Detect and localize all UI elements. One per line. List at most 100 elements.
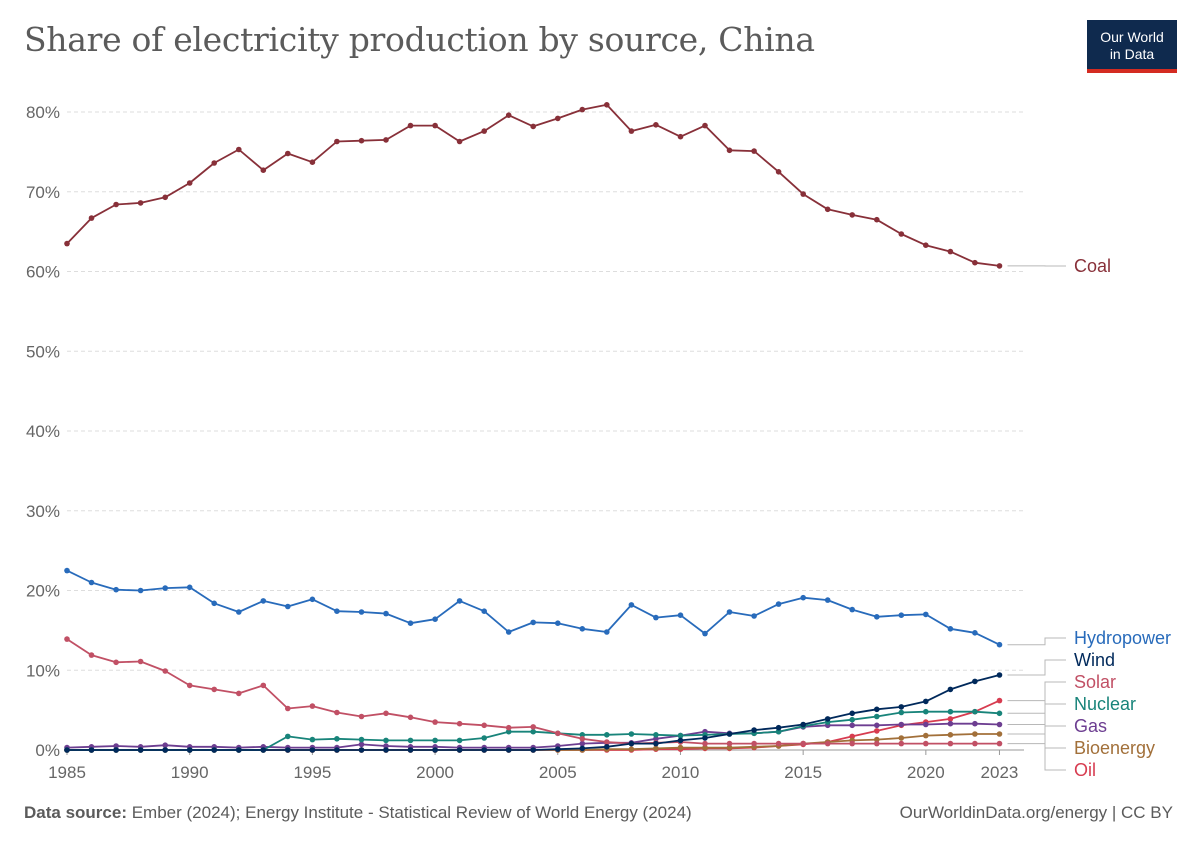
data-point-solar bbox=[726, 740, 733, 747]
data-point-hydropower bbox=[505, 629, 512, 635]
data-point-wind bbox=[604, 744, 610, 750]
data-point-coal bbox=[628, 128, 635, 134]
data-point-coal bbox=[211, 160, 217, 166]
data-point-gas bbox=[923, 721, 929, 728]
owid-logo[interactable]: Our World in Data bbox=[1087, 20, 1177, 73]
data-point-solar bbox=[88, 652, 95, 658]
data-point-coal bbox=[530, 123, 536, 130]
data-point-coal bbox=[923, 242, 929, 248]
data-point-coal bbox=[236, 146, 242, 153]
data-point-coal bbox=[481, 128, 488, 134]
footer-credit-link[interactable]: OurWorldinData.org/energy | CC BY bbox=[899, 803, 1173, 822]
data-point-hydropower bbox=[996, 641, 1003, 648]
data-point-nuclear bbox=[972, 708, 978, 715]
y-tick-label: 70% bbox=[26, 183, 60, 202]
data-point-solar bbox=[898, 740, 905, 747]
legend-label-coal: Coal bbox=[1074, 256, 1111, 276]
data-point-coal bbox=[407, 122, 414, 129]
data-point-hydropower bbox=[481, 608, 488, 614]
data-point-wind bbox=[64, 747, 70, 753]
series-layer bbox=[64, 102, 1003, 753]
data-point-solar bbox=[236, 690, 242, 697]
data-point-wind bbox=[358, 747, 365, 753]
data-point-coal bbox=[849, 212, 855, 218]
data-point-hydropower bbox=[407, 620, 414, 626]
x-tick-label: 1990 bbox=[171, 763, 209, 782]
data-point-wind bbox=[702, 735, 708, 741]
data-point-wind bbox=[800, 721, 806, 728]
data-point-hydropower bbox=[358, 609, 365, 615]
data-point-wind bbox=[505, 747, 512, 753]
data-point-hydropower bbox=[530, 619, 536, 626]
legend-label-wind: Wind bbox=[1074, 650, 1115, 670]
logo-line-2: in Data bbox=[1109, 46, 1155, 62]
data-point-wind bbox=[407, 747, 414, 753]
data-point-nuclear bbox=[996, 710, 1003, 717]
data-point-coal bbox=[800, 191, 806, 197]
data-point-coal bbox=[653, 122, 659, 128]
data-point-wind bbox=[186, 747, 193, 753]
data-point-coal bbox=[604, 102, 610, 108]
data-point-wind bbox=[972, 678, 978, 685]
data-point-coal bbox=[285, 150, 291, 157]
data-point-coal bbox=[555, 115, 561, 122]
data-point-coal bbox=[64, 240, 70, 247]
data-point-hydropower bbox=[432, 616, 438, 622]
data-point-wind bbox=[162, 747, 168, 753]
x-tick-label: 2000 bbox=[416, 763, 454, 782]
source-text: Ember (2024); Energy Institute - Statist… bbox=[131, 803, 692, 822]
data-point-hydropower bbox=[555, 620, 561, 626]
data-point-nuclear bbox=[383, 737, 389, 744]
legend-label-bioenergy: Bioenergy bbox=[1074, 738, 1155, 758]
data-point-wind bbox=[898, 704, 905, 710]
data-point-coal bbox=[874, 216, 880, 223]
data-point-hydropower bbox=[726, 609, 733, 615]
data-point-coal bbox=[947, 248, 954, 255]
data-point-wind bbox=[947, 686, 954, 693]
data-point-nuclear bbox=[579, 732, 586, 738]
data-point-hydropower bbox=[186, 584, 193, 591]
data-point-hydropower bbox=[383, 610, 389, 617]
data-point-hydropower bbox=[236, 609, 242, 615]
data-point-gas bbox=[358, 741, 365, 748]
data-point-gas bbox=[579, 740, 586, 747]
data-point-nuclear bbox=[334, 736, 340, 742]
data-point-coal bbox=[260, 167, 267, 173]
legend-connector-oil bbox=[1007, 700, 1066, 771]
data-point-solar bbox=[285, 705, 291, 712]
y-tick-label: 50% bbox=[26, 342, 60, 361]
data-point-coal bbox=[726, 147, 733, 154]
data-point-bioenergy bbox=[677, 744, 684, 751]
data-point-coal bbox=[383, 137, 389, 143]
axis-layer: 0% 10% 20% 30% 40% 50% 60% 70% 80% 1985 1990 1995 20… bbox=[26, 103, 1024, 782]
data-point-solar bbox=[334, 709, 340, 716]
logo-line-1: Our World bbox=[1100, 29, 1164, 45]
data-point-wind bbox=[923, 698, 929, 705]
data-point-wind bbox=[456, 747, 463, 753]
data-point-coal bbox=[751, 148, 757, 154]
data-point-hydropower bbox=[309, 596, 316, 603]
data-point-solar bbox=[702, 740, 708, 747]
data-point-hydropower bbox=[604, 629, 610, 635]
data-point-gas bbox=[898, 721, 905, 728]
data-point-coal bbox=[579, 106, 586, 113]
data-point-coal bbox=[456, 138, 463, 145]
data-point-wind bbox=[726, 731, 733, 737]
data-point-gas bbox=[874, 722, 880, 729]
data-point-hydropower bbox=[137, 587, 144, 594]
data-point-hydropower bbox=[285, 603, 291, 610]
series-line-hydropower bbox=[66, 569, 1000, 646]
label-layer: Coal HydropowerWindSolarNuclearGasBioener… bbox=[1007, 256, 1171, 780]
data-point-nuclear bbox=[923, 708, 929, 715]
data-point-nuclear bbox=[530, 728, 536, 735]
data-point-gas bbox=[113, 743, 119, 749]
data-point-wind bbox=[432, 747, 438, 753]
data-point-solar bbox=[947, 740, 954, 747]
data-point-hydropower bbox=[456, 598, 463, 604]
data-point-solar bbox=[800, 740, 806, 747]
data-point-nuclear bbox=[653, 732, 659, 738]
series-line-wind bbox=[67, 674, 1000, 751]
data-point-nuclear bbox=[849, 716, 855, 723]
data-point-solar bbox=[186, 682, 193, 689]
data-point-gas bbox=[849, 722, 855, 729]
